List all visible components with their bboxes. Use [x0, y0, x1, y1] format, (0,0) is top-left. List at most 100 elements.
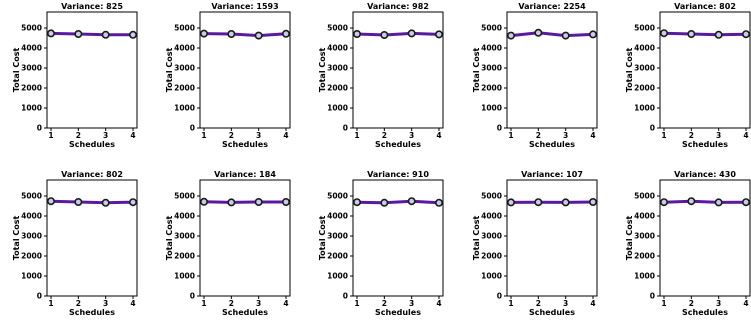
data-point — [281, 29, 290, 38]
y-tick-label: 1000 — [174, 104, 195, 113]
x-tick-label: 4 — [130, 299, 135, 308]
data-point — [46, 29, 55, 38]
y-axis-label: Total Cost — [12, 216, 21, 261]
plot-frame — [506, 11, 598, 129]
data-point — [200, 197, 209, 206]
y-tick-label: 4000 — [174, 44, 195, 53]
subplot-4: Variance: 2254 0 1000 2000 3000 4000 5000 1 2 3 4 S… — [472, 2, 598, 149]
data-point — [588, 198, 597, 207]
data-point — [254, 198, 263, 207]
data-point — [434, 198, 443, 207]
data-point — [588, 30, 597, 39]
x-tick-label: 3 — [409, 299, 414, 308]
y-tick-label: 2000 — [481, 252, 502, 261]
data-point — [227, 29, 236, 38]
y-tick-label: 3000 — [481, 232, 502, 241]
data-point — [714, 30, 723, 39]
y-tick-label: 1000 — [21, 104, 42, 113]
x-tick-label: 3 — [563, 131, 568, 140]
y-tick-label: 1000 — [174, 272, 195, 281]
y-tick-label: 5000 — [481, 24, 502, 33]
x-tick-label: 4 — [436, 131, 441, 140]
subplot-7: Variance: 184 0 1000 2000 3000 4000 5000 1 2 3 4 Sc… — [165, 170, 291, 317]
y-tick-label: 3000 — [327, 232, 348, 241]
data-point — [561, 31, 570, 40]
y-tick-label: 1000 — [481, 272, 502, 281]
data-point — [101, 30, 110, 39]
y-tick-label: 1000 — [21, 272, 42, 281]
data-point — [659, 29, 668, 38]
y-axis-label: Total Cost — [318, 216, 327, 261]
data-point — [200, 29, 209, 38]
y-tick-label: 3000 — [634, 232, 655, 241]
y-tick-label: 1000 — [327, 104, 348, 113]
x-tick-label: 2 — [229, 131, 234, 140]
subplot-title: Variance: 910 — [367, 170, 429, 179]
data-point — [659, 198, 668, 207]
y-axis-label: Total Cost — [165, 216, 174, 261]
x-axis-label: Schedules — [69, 140, 115, 149]
data-point — [129, 30, 138, 39]
x-tick-label: 4 — [590, 299, 595, 308]
x-tick-label: 3 — [716, 299, 721, 308]
y-tick-label: 0 — [650, 124, 655, 133]
y-tick-label: 0 — [190, 124, 195, 133]
y-tick-label: 2000 — [327, 252, 348, 261]
y-tick-label: 0 — [343, 124, 348, 133]
x-tick-label: 2 — [536, 131, 541, 140]
y-tick-label: 1000 — [327, 272, 348, 281]
plot-frame — [352, 179, 444, 297]
y-tick-label: 5000 — [481, 192, 502, 201]
x-tick-label: 4 — [130, 131, 135, 140]
series-line — [203, 32, 287, 38]
subplot-5: Variance: 802 0 1000 2000 3000 4000 5000 1 2 3 4 Sc… — [625, 2, 751, 149]
series-line — [50, 31, 133, 37]
series-line — [356, 199, 440, 205]
x-tick-label: 3 — [716, 131, 721, 140]
y-tick-label: 1000 — [634, 272, 655, 281]
subplot-8: Variance: 910 0 1000 2000 3000 4000 5000 1 2 3 4 Sc… — [318, 170, 444, 317]
y-axis-label: Total Cost — [12, 48, 21, 93]
y-tick-label: 2000 — [634, 252, 655, 261]
series-line — [356, 31, 440, 37]
data-point — [129, 198, 138, 207]
data-point — [506, 198, 515, 207]
x-tick-label: 2 — [536, 299, 541, 308]
data-point — [714, 198, 723, 207]
subplot-3: Variance: 982 0 1000 2000 3000 4000 5000 1 2 3 4 Sc… — [318, 2, 444, 149]
subplot-title: Variance: 430 — [674, 170, 736, 179]
x-tick-label: 1 — [354, 131, 359, 140]
y-axis-label: Total Cost — [318, 48, 327, 93]
y-axis-label: Total Cost — [472, 48, 481, 93]
x-tick-label: 2 — [229, 299, 234, 308]
y-tick-label: 3000 — [21, 232, 42, 241]
data-point — [352, 198, 361, 207]
y-tick-label: 3000 — [174, 232, 195, 241]
data-point — [46, 197, 55, 206]
x-tick-label: 3 — [409, 131, 414, 140]
data-point — [380, 30, 389, 39]
x-axis-label: Schedules — [69, 308, 115, 317]
y-tick-label: 5000 — [21, 192, 42, 201]
y-tick-label: 2000 — [327, 84, 348, 93]
x-tick-label: 1 — [48, 131, 53, 140]
data-point — [281, 198, 290, 207]
plot-frame — [659, 179, 751, 297]
x-axis-label: Schedules — [529, 308, 575, 317]
data-point — [687, 29, 696, 38]
x-tick-label: 1 — [661, 299, 666, 308]
y-axis-label: Total Cost — [472, 216, 481, 261]
data-point — [352, 29, 361, 38]
x-tick-label: 1 — [661, 131, 666, 140]
y-tick-label: 4000 — [327, 44, 348, 53]
y-tick-label: 0 — [497, 124, 502, 133]
y-tick-label: 5000 — [634, 192, 655, 201]
y-tick-label: 2000 — [634, 84, 655, 93]
data-point — [74, 198, 83, 207]
y-tick-label: 3000 — [634, 64, 655, 73]
y-tick-label: 5000 — [327, 24, 348, 33]
plot-frame — [199, 179, 291, 297]
y-tick-label: 5000 — [634, 24, 655, 33]
x-tick-label: 2 — [689, 299, 694, 308]
